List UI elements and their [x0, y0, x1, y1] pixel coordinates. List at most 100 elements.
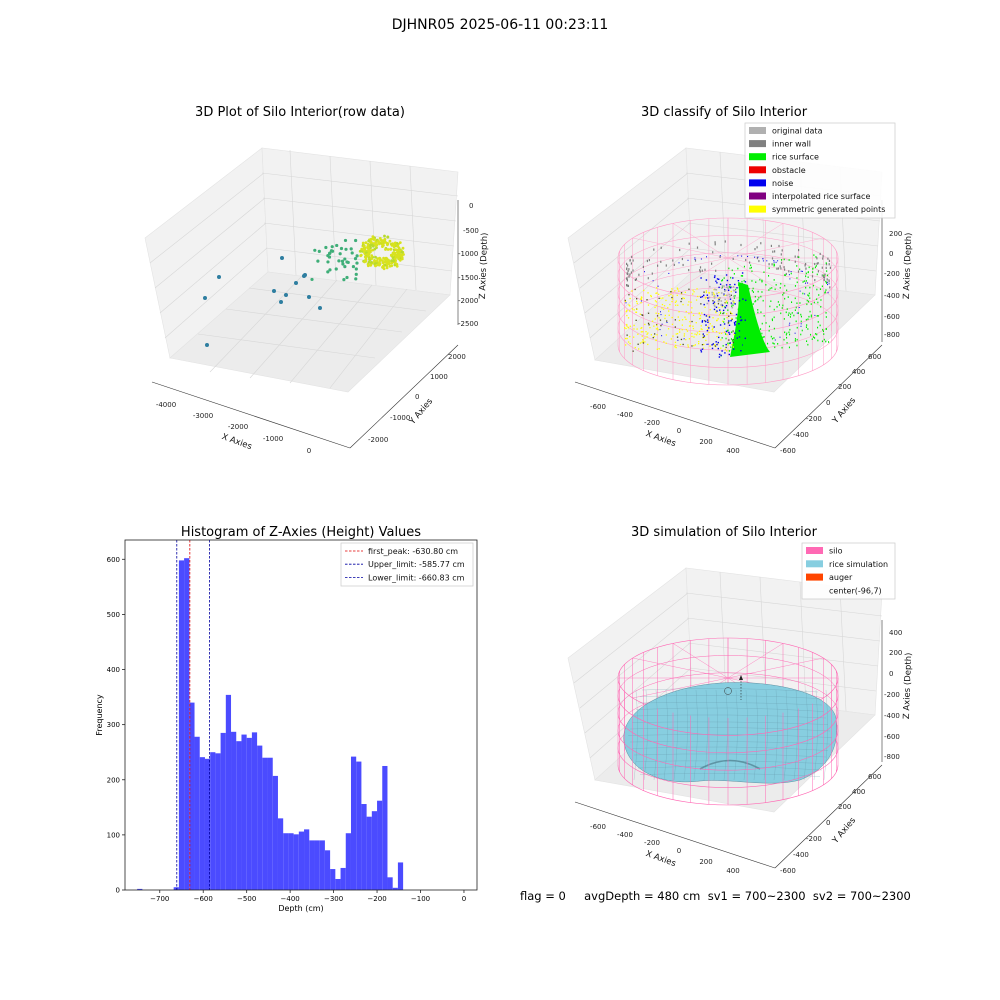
surface-mesh-line: [803, 689, 808, 781]
raw-point: [390, 259, 393, 263]
wall-point: [822, 255, 824, 258]
wall-point: [679, 248, 681, 252]
symmetric-point: [693, 345, 695, 347]
rice-point: [826, 270, 828, 272]
sim-xtick: -400: [617, 831, 633, 839]
symmetric-point: [683, 335, 685, 337]
histogram-bar: [298, 831, 305, 890]
histogram-ytick: 500: [107, 611, 120, 619]
noise-point: [715, 280, 717, 282]
rice-point: [825, 316, 827, 318]
rice-point: [761, 332, 763, 335]
noise-point: [762, 260, 764, 262]
rice-point: [731, 305, 733, 308]
raw-point: [351, 264, 356, 269]
symmetric-point: [636, 308, 638, 310]
symmetric-point: [636, 328, 638, 330]
rice-point: [781, 259, 783, 261]
histogram-bar: [345, 833, 351, 890]
raw-point: [374, 244, 378, 248]
wall-point: [626, 284, 628, 287]
symmetric-point: [678, 311, 680, 313]
rice-point: [768, 267, 770, 269]
raw-point: [343, 265, 347, 269]
noise-point: [700, 349, 702, 351]
rice-point: [743, 279, 745, 282]
symmetric-point: [668, 295, 670, 297]
noise-point: [728, 353, 730, 356]
noise-point: [773, 261, 775, 263]
wall-point: [779, 265, 781, 268]
rice-point: [787, 296, 789, 298]
wall-point: [823, 275, 825, 279]
noise-point: [734, 321, 737, 323]
symmetric-point: [627, 317, 630, 319]
symmetric-point: [699, 315, 702, 317]
rice-point: [740, 275, 742, 277]
symmetric-point: [724, 294, 726, 296]
rice-point: [763, 336, 765, 338]
rice-point: [820, 306, 822, 308]
rice-point: [786, 332, 788, 335]
surface-mesh-line: [631, 746, 829, 751]
rice-point: [807, 294, 809, 296]
symmetric-point: [704, 306, 706, 308]
symmetric-point: [629, 335, 631, 338]
noise-point: [728, 320, 730, 322]
symmetric-point: [724, 348, 726, 351]
wall-point: [699, 270, 701, 273]
silo-ring-front: [617, 747, 839, 788]
original-point: [714, 288, 716, 291]
noise-point: [739, 316, 742, 318]
symmetric-point: [708, 315, 710, 317]
rice-point: [722, 279, 724, 281]
symmetric-point: [624, 300, 627, 303]
noise-point: [807, 282, 808, 284]
rice-point: [757, 309, 759, 311]
noise-point: [798, 307, 800, 308]
noise-point: [800, 325, 802, 327]
surface-mesh-line: [783, 689, 788, 781]
symmetric-point: [676, 287, 678, 289]
rice-point: [777, 301, 779, 303]
noise-point: [657, 285, 659, 287]
wall-point: [826, 278, 828, 281]
original-point: [719, 297, 721, 299]
wall-point: [627, 272, 629, 276]
noise-point: [706, 256, 707, 258]
symmetric-point: [652, 337, 654, 339]
noise-point: [790, 271, 792, 273]
raw-point: [394, 248, 398, 252]
rice-point: [809, 297, 811, 299]
rice-point: [728, 267, 730, 270]
noise-point: [728, 333, 731, 335]
raw-point: [383, 234, 386, 238]
symmetric-point: [632, 350, 634, 352]
rice-point: [788, 346, 790, 349]
original-point: [715, 289, 718, 291]
symmetric-point: [732, 341, 734, 344]
histogram-bar: [236, 741, 242, 890]
raw-ytick: 1000: [430, 373, 448, 381]
noise-point: [703, 294, 705, 296]
symmetric-point: [701, 344, 704, 346]
raw-point: [384, 248, 387, 251]
legend-label: auger: [829, 573, 853, 582]
histogram-bar: [361, 804, 367, 890]
symmetric-point: [641, 327, 643, 329]
legend-label: Lower_limit: -660.83 cm: [368, 573, 465, 582]
symmetric-point: [655, 328, 658, 330]
wall-point: [774, 250, 776, 253]
noise-point: [738, 336, 741, 338]
raw-point: [349, 247, 353, 251]
rice-point: [806, 324, 808, 326]
rice-point: [824, 292, 826, 294]
rice-point: [754, 300, 756, 303]
symmetric-point: [685, 318, 687, 320]
noise-point: [718, 298, 720, 301]
rice-point: [751, 289, 753, 292]
histogram-bar: [220, 732, 226, 890]
noise-point: [661, 323, 663, 325]
symmetric-point: [718, 332, 721, 334]
rice-point: [803, 280, 805, 282]
